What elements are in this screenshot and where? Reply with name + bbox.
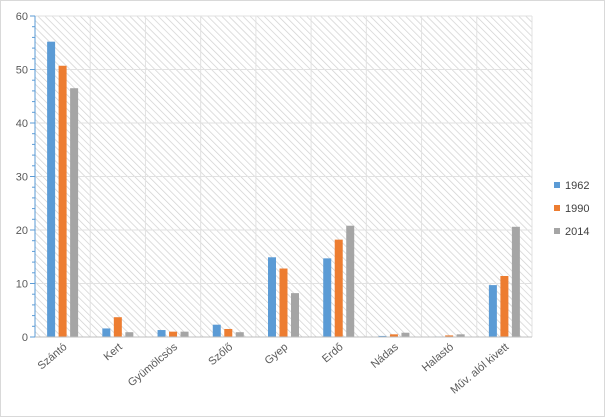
legend-swatch — [554, 228, 560, 234]
x-tick-label: Szántó — [36, 341, 70, 372]
bar-1990 — [389, 334, 398, 337]
bar-1990 — [224, 328, 233, 337]
legend-label: 1962 — [565, 180, 589, 192]
bar-1990 — [113, 317, 122, 337]
bar-1990 — [445, 335, 454, 337]
legend-swatch — [554, 182, 560, 188]
x-tick-label: Nádas — [369, 341, 401, 371]
grid-lines — [35, 15, 533, 337]
y-tick-label: 10 — [16, 279, 28, 291]
bar-2014 — [456, 334, 465, 337]
bar-2014 — [401, 332, 410, 337]
x-tick-label: Szőlő — [206, 341, 235, 368]
bar-1962 — [488, 285, 497, 337]
bar-1990 — [500, 276, 509, 337]
bar-2014 — [346, 225, 355, 337]
y-tick-label: 50 — [16, 65, 28, 77]
bar-2014 — [235, 332, 244, 337]
bar-2014 — [291, 293, 299, 337]
bar-2014 — [125, 332, 134, 337]
bar-2014 — [511, 226, 520, 337]
bar-1962 — [102, 328, 111, 337]
y-tick-label: 20 — [16, 225, 28, 237]
x-tick-label: Gyümölcsös — [126, 341, 180, 389]
legend-label: 2014 — [565, 226, 589, 238]
bar-1962 — [268, 257, 276, 337]
legend-label: 1990 — [565, 203, 589, 215]
y-tick-label: 40 — [16, 118, 28, 130]
x-tick-label: Halastó — [420, 341, 456, 374]
bar-1990 — [334, 239, 343, 337]
legend: 1962 1990 2014 — [554, 180, 589, 238]
bar-1990 — [169, 331, 178, 337]
bar-1962 — [378, 335, 387, 337]
bar-1962 — [157, 330, 166, 337]
bar-1990 — [279, 268, 288, 337]
legend-swatch — [554, 205, 560, 211]
bar-2014 — [70, 88, 79, 337]
y-tick-label: 0 — [22, 332, 28, 344]
x-tick-label: Kert — [102, 341, 125, 363]
x-tick-label: Gyep — [263, 341, 291, 367]
bar-1962 — [323, 258, 332, 337]
bars — [47, 41, 520, 338]
bar-1990 — [58, 65, 67, 337]
y-tick-label: 60 — [16, 11, 28, 23]
bar-1962 — [47, 41, 56, 338]
y-tick-label: 30 — [16, 172, 28, 184]
x-tick-label: Erdő — [320, 341, 346, 365]
bar-2014 — [180, 331, 189, 337]
bar-1962 — [212, 324, 221, 337]
x-tick-label: Műv. alól kivett — [448, 341, 511, 396]
